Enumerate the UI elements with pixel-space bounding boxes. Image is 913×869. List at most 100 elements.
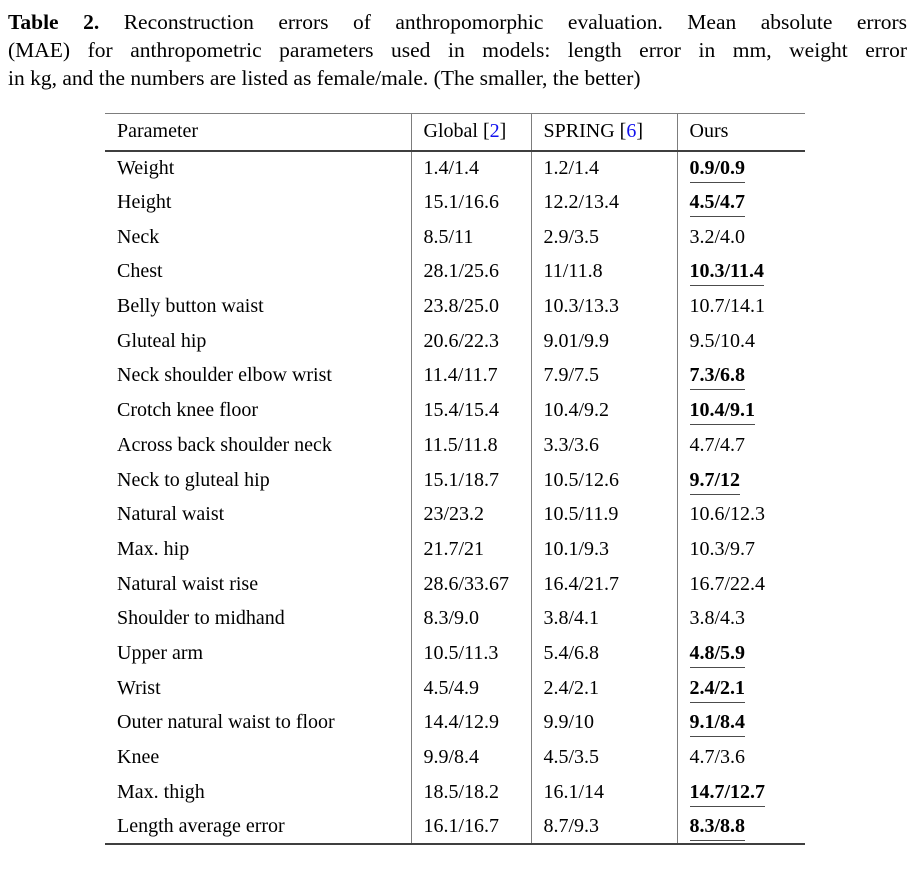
cell-ours: 3.2/4.0 (676, 219, 805, 255)
caption-text: Reconstruction errors of anthropomorphic… (123, 10, 908, 34)
best-value: 4.8/5.9 (689, 641, 746, 668)
table-row: Neck shoulder elbow wrist 11.4/11.7 7.9/7.… (105, 358, 805, 394)
cell-spring: 10.5/11.9 (530, 497, 677, 533)
citation-bracket: ] (499, 120, 507, 143)
table-row: Weight 1.4/1.4 1.2/1.4 0.9/0.9 (105, 150, 805, 186)
cell-global: 10.5/11.3 (410, 636, 531, 671)
table-body: Weight 1.4/1.4 1.2/1.4 0.9/0.9 Height 15.1/16… (105, 150, 805, 846)
header-row: Parameter Global [2] SPRING [6] Ours (105, 113, 805, 152)
anthropometric-error-table: Parameter Global [2] SPRING [6] Ours Weigh… (105, 113, 805, 846)
table-row: Belly button waist 23.8/25.0 10.3/13.3 10.7… (105, 289, 805, 324)
cell-global: 14.4/12.9 (410, 705, 531, 741)
best-value: 9.1/8.4 (689, 711, 746, 738)
cell-ours: 10.3/11.4 (676, 254, 805, 290)
cell-parameter: Max. thigh (117, 780, 205, 803)
table-row: Wrist 4.5/4.9 2.4/2.1 2.4/2.1 (105, 670, 805, 706)
cell-global: 15.4/15.4 (410, 393, 531, 428)
cell-ours: 9.7/12 (676, 462, 805, 498)
best-value: 10.4/9.1 (689, 399, 756, 426)
column-header-parameter: Parameter (105, 113, 411, 152)
cell-global: 18.5/18.2 (410, 774, 531, 810)
cell-spring: 9.01/9.9 (530, 323, 677, 359)
table-row: Knee 9.9/8.4 4.5/3.5 4.7/3.6 (105, 740, 805, 775)
cell-parameter: Chest (117, 260, 163, 283)
cell-spring: 4.5/3.5 (530, 740, 677, 775)
cell-spring: 10.5/12.6 (530, 462, 677, 498)
table-row: Across back shoulder neck 11.5/11.8 3.3/3.… (105, 428, 805, 463)
caption-label: Table 2. (8, 10, 124, 34)
best-value: 4.5/4.7 (689, 191, 746, 218)
table-row: Chest 28.1/25.6 11/11.8 10.3/11.4 (105, 254, 805, 290)
cell-ours: 2.4/2.1 (676, 670, 805, 706)
cell-global: 4.5/4.9 (410, 670, 531, 706)
table-row: Length average error 16.1/16.7 8.7/9.3 8.3/… (105, 809, 805, 846)
caption-line-1: Table 2. Reconstruction errors of anthro… (8, 8, 907, 36)
cell-spring: 7.9/7.5 (530, 358, 677, 394)
table-row: Outer natural waist to floor 14.4/12.9 9.9… (105, 705, 805, 741)
cell-parameter: Upper arm (117, 641, 204, 664)
cell-spring: 8.7/9.3 (530, 809, 677, 846)
cell-spring: 2.9/3.5 (530, 219, 677, 255)
cell-spring: 16.4/21.7 (530, 566, 677, 602)
cell-global: 23/23.2 (410, 497, 531, 533)
cell-parameter: Knee (117, 746, 160, 769)
table-row: Neck 8.5/11 2.9/3.5 3.2/4.0 (105, 219, 805, 255)
citation-bracket: [ (482, 120, 490, 143)
cell-parameter: Outer natural waist to floor (117, 711, 335, 734)
table-row: Max. hip 21.7/21 10.1/9.3 10.3/9.7 (105, 532, 805, 567)
table-header: Parameter Global [2] SPRING [6] Ours (105, 113, 805, 152)
cell-ours: 8.3/8.8 (676, 809, 805, 846)
cell-parameter: Belly button waist (117, 295, 264, 318)
cell-global: 28.1/25.6 (410, 254, 531, 290)
best-value: 14.7/12.7 (689, 780, 766, 807)
column-label: Ours (689, 120, 729, 143)
cell-global: 28.6/33.67 (410, 566, 531, 602)
column-label: Global (423, 120, 478, 143)
cell-ours: 10.7/14.1 (676, 289, 805, 324)
cell-global: 16.1/16.7 (410, 809, 531, 846)
table-row: Height 15.1/16.6 12.2/13.4 4.5/4.7 (105, 185, 805, 220)
cell-ours: 9.5/10.4 (676, 323, 805, 359)
cell-ours: 0.9/0.9 (676, 150, 805, 186)
best-value: 0.9/0.9 (689, 156, 746, 183)
cell-ours: 4.8/5.9 (676, 636, 805, 671)
cell-spring: 10.1/9.3 (530, 532, 677, 567)
column-label: Parameter (117, 120, 199, 143)
column-label: SPRING (543, 120, 615, 143)
citation-bracket: ] (636, 120, 643, 143)
best-value: 9.7/12 (689, 468, 741, 495)
cell-parameter: Neck to gluteal hip (117, 468, 270, 491)
table-row: Natural waist rise 28.6/33.67 16.4/21.7 16.… (105, 566, 805, 602)
cell-global: 8.5/11 (410, 219, 531, 255)
cell-parameter: Weight (117, 156, 175, 179)
table-row: Neck to gluteal hip 15.1/18.7 10.5/12.6 9.7… (105, 462, 805, 498)
cell-global: 15.1/18.7 (410, 462, 531, 498)
cell-ours: 4.7/4.7 (676, 428, 805, 463)
cell-parameter: Wrist (117, 676, 161, 699)
cell-parameter: Length average error (105, 809, 411, 846)
cell-parameter: Shoulder to midhand (117, 607, 285, 630)
cell-ours: 10.4/9.1 (676, 393, 805, 428)
column-header-spring: SPRING [6] (530, 113, 677, 152)
cell-ours: 16.7/22.4 (676, 566, 805, 602)
cell-ours: 4.5/4.7 (676, 185, 805, 220)
cell-spring: 16.1/14 (530, 774, 677, 810)
cell-spring: 9.9/10 (530, 705, 677, 741)
citation-link[interactable]: 2 (489, 120, 500, 143)
cell-ours: 3.8/4.3 (676, 601, 805, 637)
cell-global: 23.8/25.0 (410, 289, 531, 324)
cell-spring: 1.2/1.4 (530, 150, 677, 186)
cell-ours: 10.3/9.7 (676, 532, 805, 567)
best-value: 7.3/6.8 (689, 364, 746, 391)
cell-parameter: Height (117, 191, 172, 214)
cell-global: 9.9/8.4 (410, 740, 531, 775)
citation-link[interactable]: 6 (626, 120, 637, 143)
cell-spring: 11/11.8 (530, 254, 677, 290)
table-row: Natural waist 23/23.2 10.5/11.9 10.6/12.3 (105, 497, 805, 533)
cell-parameter: Across back shoulder neck (117, 433, 332, 456)
citation-bracket: [ (619, 120, 627, 143)
cell-parameter: Natural waist (117, 503, 225, 526)
cell-ours: 4.7/3.6 (676, 740, 805, 775)
cell-ours: 9.1/8.4 (676, 705, 805, 741)
cell-parameter: Neck (117, 225, 160, 248)
